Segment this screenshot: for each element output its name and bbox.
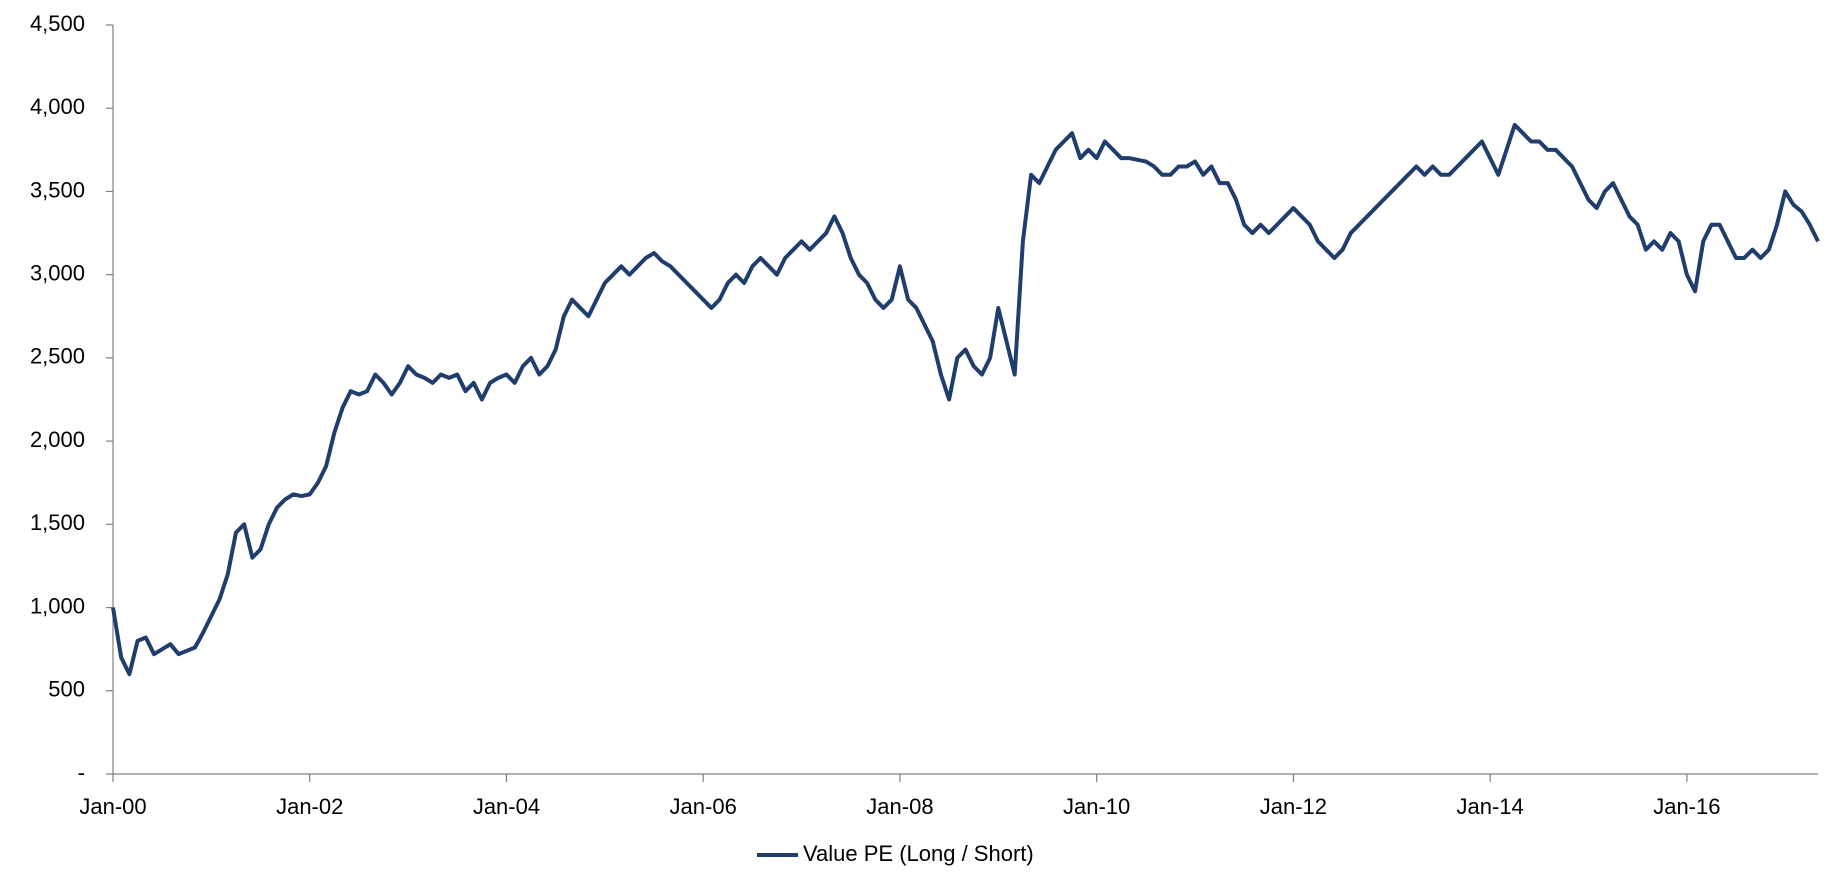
y-tick-label: 1,500 — [30, 510, 85, 535]
x-tick-label: Jan-06 — [670, 794, 737, 819]
x-tick-label: Jan-16 — [1653, 794, 1720, 819]
x-tick-label: Jan-12 — [1260, 794, 1327, 819]
y-tick-label: 3,000 — [30, 260, 85, 285]
y-tick-label: - — [78, 760, 85, 785]
y-tick-label: 1,000 — [30, 593, 85, 618]
x-tick-label: Jan-08 — [866, 794, 933, 819]
data-line — [111, 122, 1820, 677]
y-tick-label: 2,000 — [30, 427, 85, 452]
y-tick-label: 4,500 — [30, 11, 85, 36]
y-tick-label: 500 — [48, 677, 85, 702]
x-tick-label: Jan-10 — [1063, 794, 1130, 819]
legend-label: Value PE (Long / Short) — [803, 841, 1034, 866]
y-tick-label: 3,500 — [30, 177, 85, 202]
y-tick-label: 4,000 — [30, 94, 85, 119]
x-tick-label: Jan-02 — [276, 794, 343, 819]
x-tick-label: Jan-04 — [473, 794, 540, 819]
y-tick-label: 2,500 — [30, 344, 85, 369]
x-tick-label: Jan-00 — [79, 794, 146, 819]
x-tick-label: Jan-14 — [1456, 794, 1523, 819]
